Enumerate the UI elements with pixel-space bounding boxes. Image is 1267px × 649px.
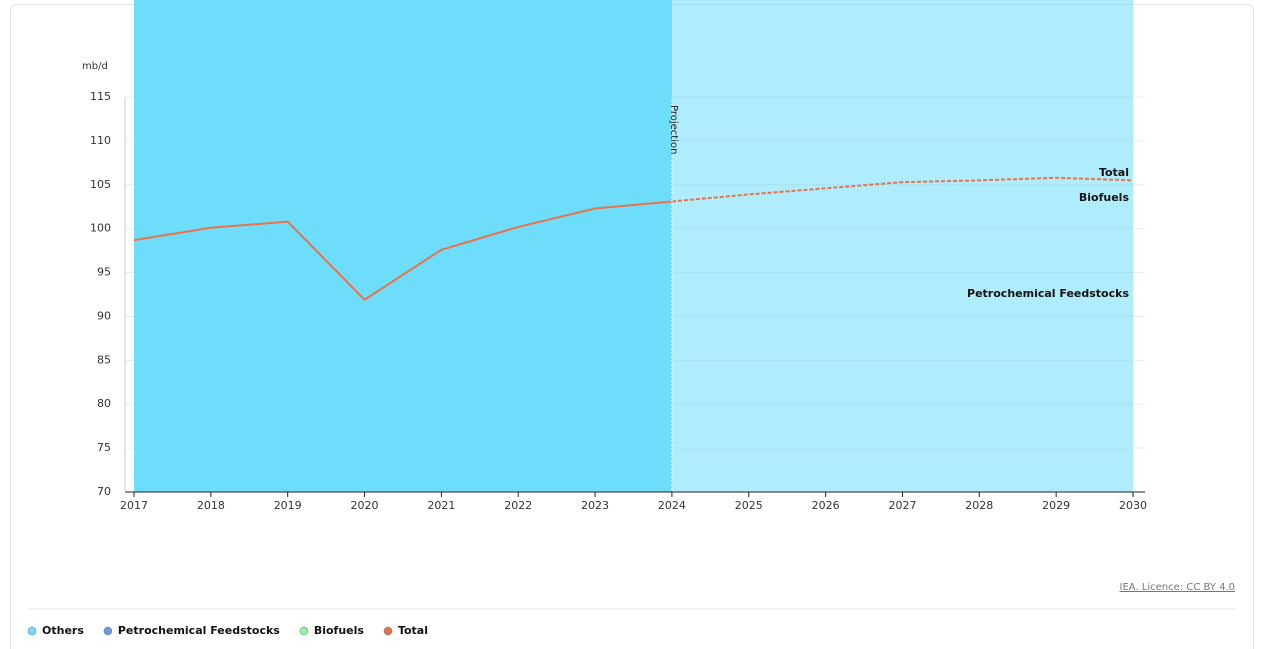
x-tick-label: 2029 — [1042, 499, 1070, 512]
area — [134, 0, 672, 492]
legend-label[interactable]: Others — [42, 624, 84, 637]
legend-marker — [27, 626, 37, 636]
x-tick-label: 2027 — [888, 499, 916, 512]
x-tick-label: 2021 — [427, 499, 455, 512]
legend-label[interactable]: Petrochemical Feedstocks — [118, 624, 280, 637]
x-tick-label: 2019 — [274, 499, 302, 512]
y-tick-label: 70 — [97, 485, 111, 498]
x-tick-label: 2025 — [735, 499, 763, 512]
y-tick-label: 100 — [90, 222, 111, 235]
line — [133, 200, 673, 302]
y-tick-label: 95 — [97, 266, 111, 279]
y-tick-label: 90 — [97, 309, 111, 322]
line — [671, 176, 1134, 203]
x-tick-label: 2028 — [965, 499, 993, 512]
x-tick-label: 2023 — [581, 499, 609, 512]
x-tick-label: 2026 — [812, 499, 840, 512]
legend-marker — [299, 626, 309, 636]
y-tick-label: 115 — [90, 90, 111, 103]
x-tick-label: 2030 — [1119, 499, 1147, 512]
y-tick-label: 85 — [97, 353, 111, 366]
source[interactable]: IEA. Licence: CC BY 4.0 — [1120, 582, 1235, 593]
series-label: Total — [1099, 166, 1129, 179]
x-tick-label: 2022 — [504, 499, 532, 512]
area — [671, 0, 1133, 492]
x-tick-label: 2020 — [351, 499, 379, 512]
x-tick-label: 2018 — [197, 499, 225, 512]
y-unit: mb/d — [82, 61, 108, 72]
legend-marker — [103, 626, 113, 636]
y-tick-label: 110 — [90, 134, 111, 147]
x-tick-label: 2024 — [658, 499, 686, 512]
projection-label: Projection — [668, 105, 679, 154]
y-tick-label: 80 — [97, 397, 111, 410]
legend-label[interactable]: Total — [398, 624, 428, 637]
legend-marker — [383, 626, 393, 636]
x-tick-label: 2017 — [120, 499, 148, 512]
series-label: Petrochemical Feedstocks — [967, 287, 1129, 300]
y-tick-label: 75 — [97, 441, 111, 454]
series-label: Biofuels — [1079, 191, 1130, 204]
legend-label[interactable]: Biofuels — [314, 624, 365, 637]
y-tick-label: 105 — [90, 178, 111, 191]
